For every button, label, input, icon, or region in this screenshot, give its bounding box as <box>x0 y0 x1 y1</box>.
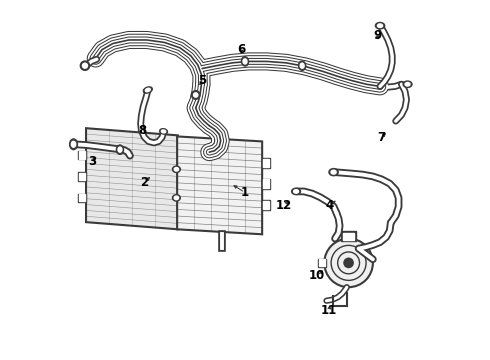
Text: 10: 10 <box>308 269 324 282</box>
Ellipse shape <box>377 24 383 27</box>
Ellipse shape <box>242 57 248 66</box>
Bar <box>343 233 354 240</box>
Bar <box>318 258 326 267</box>
Bar <box>78 173 85 180</box>
Polygon shape <box>86 128 178 229</box>
Bar <box>78 194 86 202</box>
Ellipse shape <box>243 59 247 64</box>
Ellipse shape <box>298 61 306 70</box>
Ellipse shape <box>294 190 298 193</box>
Polygon shape <box>177 136 262 234</box>
Ellipse shape <box>329 168 338 176</box>
Text: 6: 6 <box>237 43 245 56</box>
Bar <box>78 151 86 159</box>
Ellipse shape <box>405 82 410 86</box>
Ellipse shape <box>172 166 180 172</box>
Circle shape <box>343 257 354 268</box>
Circle shape <box>82 63 88 68</box>
Text: 9: 9 <box>373 29 381 42</box>
Bar <box>263 158 270 167</box>
Bar <box>78 172 86 181</box>
Ellipse shape <box>144 87 152 93</box>
Ellipse shape <box>331 170 336 174</box>
Text: 8: 8 <box>138 124 147 137</box>
Text: 5: 5 <box>198 74 206 87</box>
Ellipse shape <box>292 188 300 195</box>
Bar <box>78 194 85 202</box>
Ellipse shape <box>117 145 123 154</box>
Ellipse shape <box>146 88 150 92</box>
Ellipse shape <box>174 196 178 200</box>
Text: 3: 3 <box>88 155 96 168</box>
Bar <box>262 179 270 189</box>
Bar <box>263 201 270 209</box>
Ellipse shape <box>118 147 122 152</box>
Text: 11: 11 <box>321 304 337 317</box>
Ellipse shape <box>375 22 385 29</box>
Ellipse shape <box>403 81 412 87</box>
Bar <box>263 179 270 188</box>
Ellipse shape <box>172 195 180 201</box>
Ellipse shape <box>174 167 178 171</box>
Ellipse shape <box>72 141 75 147</box>
Circle shape <box>324 239 373 287</box>
Ellipse shape <box>161 130 166 133</box>
Circle shape <box>192 91 200 99</box>
Text: 4: 4 <box>326 199 334 212</box>
Bar <box>78 152 85 158</box>
Ellipse shape <box>160 129 168 134</box>
Bar <box>262 158 270 168</box>
Ellipse shape <box>300 63 304 68</box>
Text: 2: 2 <box>140 176 148 189</box>
Ellipse shape <box>70 139 77 150</box>
Circle shape <box>194 93 198 97</box>
Circle shape <box>80 61 90 70</box>
Text: 7: 7 <box>377 131 386 144</box>
Bar <box>341 231 356 242</box>
Text: 1: 1 <box>241 186 249 199</box>
Bar <box>262 200 270 210</box>
Text: 12: 12 <box>276 199 293 212</box>
Bar <box>318 259 325 266</box>
